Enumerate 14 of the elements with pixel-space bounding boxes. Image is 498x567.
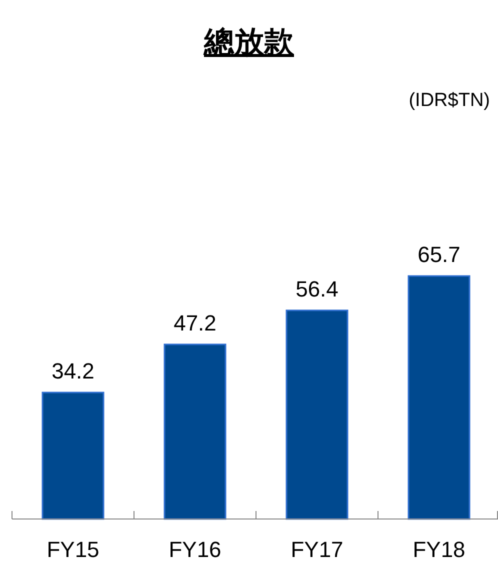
bar — [286, 310, 348, 520]
x-tick-label: FY18 — [412, 537, 466, 562]
text: (IDR$TN) — [408, 90, 490, 111]
data-label: 65.7 — [418, 242, 460, 267]
bar — [408, 275, 470, 520]
x-tick-label: FY15 — [46, 537, 100, 562]
x-tick-label: FY16 — [168, 537, 222, 562]
data-label: 47.2 — [174, 310, 216, 336]
data-label: 56.4 — [296, 276, 338, 302]
x-tick-label: FY17 — [290, 537, 344, 562]
bar — [42, 392, 104, 520]
bar — [164, 344, 226, 520]
chart-title: 總放款 — [203, 26, 295, 59]
data-label: 34.2 — [52, 358, 94, 384]
